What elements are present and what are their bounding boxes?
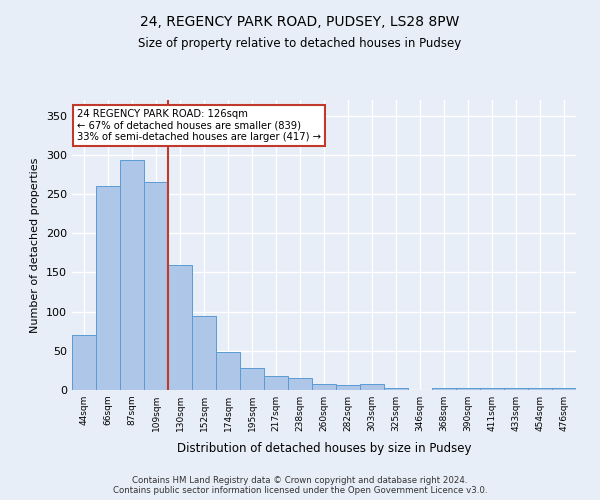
Bar <box>192 316 216 390</box>
Y-axis label: Number of detached properties: Number of detached properties <box>31 158 40 332</box>
Bar <box>504 388 528 390</box>
Text: 24, REGENCY PARK ROAD, PUDSEY, LS28 8PW: 24, REGENCY PARK ROAD, PUDSEY, LS28 8PW <box>140 15 460 29</box>
Text: Size of property relative to detached houses in Pudsey: Size of property relative to detached ho… <box>139 38 461 51</box>
Bar <box>360 384 384 390</box>
Bar <box>384 388 408 390</box>
Bar <box>312 384 336 390</box>
Bar <box>288 378 312 390</box>
Bar <box>480 388 504 390</box>
Bar <box>528 388 552 390</box>
X-axis label: Distribution of detached houses by size in Pudsey: Distribution of detached houses by size … <box>177 442 471 456</box>
Text: Contains HM Land Registry data © Crown copyright and database right 2024.
Contai: Contains HM Land Registry data © Crown c… <box>113 476 487 495</box>
Bar <box>216 352 240 390</box>
Bar <box>336 386 360 390</box>
Bar <box>264 376 288 390</box>
Bar <box>432 388 456 390</box>
Bar <box>72 335 96 390</box>
Bar <box>456 388 480 390</box>
Bar <box>240 368 264 390</box>
Bar <box>144 182 168 390</box>
Bar <box>120 160 144 390</box>
Bar <box>168 264 192 390</box>
Bar <box>552 388 576 390</box>
Bar <box>96 186 120 390</box>
Text: 24 REGENCY PARK ROAD: 126sqm
← 67% of detached houses are smaller (839)
33% of s: 24 REGENCY PARK ROAD: 126sqm ← 67% of de… <box>77 108 321 142</box>
